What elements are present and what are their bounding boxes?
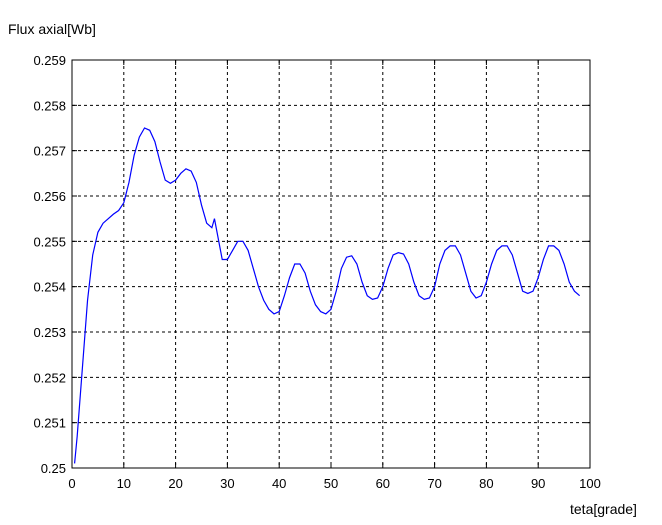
x-tick-label: 40: [272, 476, 286, 491]
x-tick-label: 60: [376, 476, 390, 491]
y-tick-label: 0.259: [33, 53, 66, 68]
y-tick-labels: 0.25 0.251 0.252 0.253 0.254 0.255 0.256 0.257 0…: [33, 53, 66, 476]
x-tick-label: 80: [479, 476, 493, 491]
x-tick-label: 70: [427, 476, 441, 491]
grid: [72, 60, 590, 468]
x-tick-label: 30: [220, 476, 234, 491]
y-tick-label: 0.252: [33, 370, 66, 385]
axis-ticks: [71, 59, 591, 469]
y-tick-label: 0.254: [33, 280, 66, 295]
x-axis-label: teta[grade]: [570, 501, 637, 517]
y-tick-label: 0.257: [33, 144, 66, 159]
x-tick-label: 0: [68, 476, 75, 491]
x-tick-label: 50: [324, 476, 338, 491]
x-tick-label: 20: [168, 476, 182, 491]
y-tick-label: 0.253: [33, 325, 66, 340]
series-line: [73, 127, 581, 464]
y-tick-label: 0.251: [33, 416, 66, 431]
y-tick-label: 0.255: [33, 234, 66, 249]
y-tick-label: 0.258: [33, 98, 66, 113]
y-tick-label: 0.25: [41, 461, 66, 476]
x-tick-labels: 0 10 20 30 40 50 60 70 80 90 100: [68, 476, 600, 491]
x-tick-label: 10: [117, 476, 131, 491]
y-tick-label: 0.256: [33, 189, 66, 204]
x-tick-label: 90: [531, 476, 545, 491]
x-tick-label: 100: [579, 476, 601, 491]
y-axis-label: Flux axial[Wb]: [8, 21, 96, 37]
